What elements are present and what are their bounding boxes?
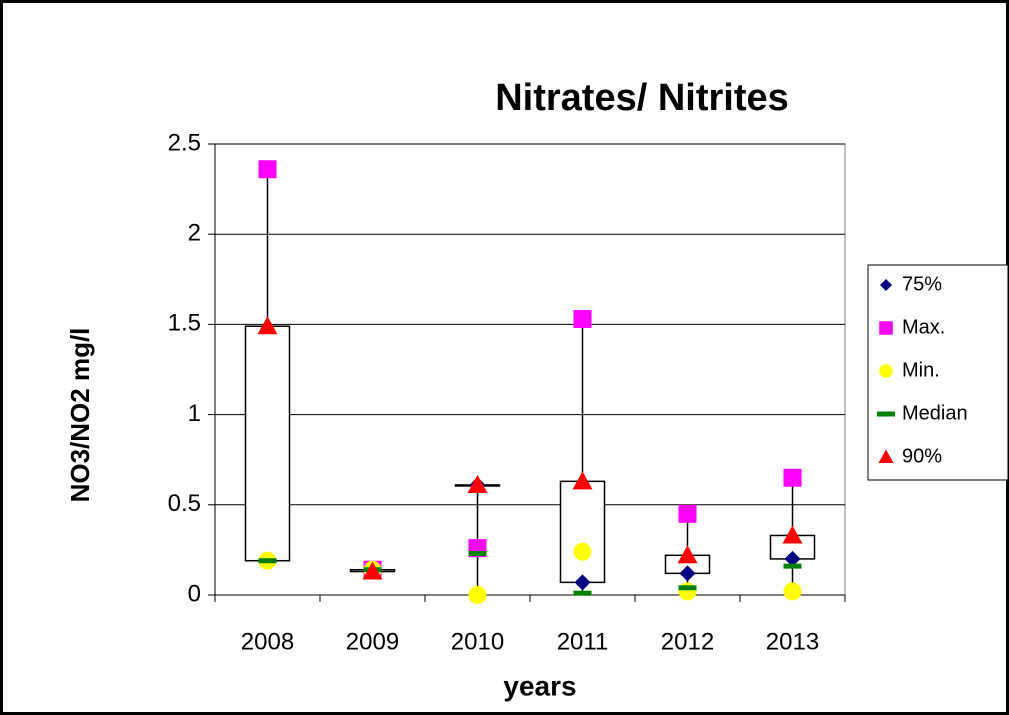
marker (677, 545, 698, 564)
x-tick-label: 2011 (557, 628, 609, 655)
x-tick-label: 2010 (451, 628, 504, 655)
marker (573, 542, 592, 561)
marker (468, 551, 487, 557)
marker (783, 468, 802, 487)
box (559, 480, 606, 584)
marker (784, 550, 801, 567)
marker (678, 585, 697, 591)
legend-marker (879, 364, 893, 378)
x-tick-label: 2008 (241, 628, 294, 655)
marker (573, 309, 592, 328)
marker (782, 525, 803, 544)
marker (257, 316, 278, 335)
legend-label: Median (902, 402, 968, 424)
marker (574, 574, 591, 591)
marker (573, 590, 592, 596)
y-tick-label: 1 (188, 400, 201, 427)
marker (783, 563, 802, 569)
legend-marker (878, 449, 894, 463)
plot-area (214, 143, 846, 596)
marker (467, 474, 488, 493)
marker (572, 471, 593, 490)
marker (679, 565, 696, 582)
marker (362, 561, 383, 580)
y-tick-label: 0 (188, 580, 201, 607)
y-tick-label: 2 (188, 220, 201, 247)
marker (258, 558, 277, 564)
marker (258, 160, 277, 179)
box (244, 325, 291, 562)
legend-marker (880, 279, 892, 291)
marker (678, 582, 697, 601)
x-tick-label: 2012 (661, 628, 714, 655)
legend-label: 75% (902, 273, 942, 295)
legend-marker (877, 411, 895, 417)
y-tick-label: 1.5 (168, 310, 201, 337)
chart-title: Nitrates/ Nitrites (495, 77, 789, 119)
marker (468, 586, 487, 604)
legend-label: Min. (902, 359, 940, 381)
legend-label: 90% (902, 445, 942, 467)
x-tick-label: 2013 (766, 628, 819, 655)
marker (783, 582, 802, 601)
y-axis-label: NO3/NO2 mg/l (65, 328, 95, 503)
x-tick-label: 2009 (346, 628, 399, 655)
legend-marker (879, 321, 893, 335)
y-tick-label: 2.5 (168, 129, 201, 156)
x-axis-label: years (503, 670, 576, 701)
y-tick-label: 0.5 (168, 490, 201, 517)
legend-label: Max. (902, 316, 945, 338)
marker (678, 504, 697, 523)
